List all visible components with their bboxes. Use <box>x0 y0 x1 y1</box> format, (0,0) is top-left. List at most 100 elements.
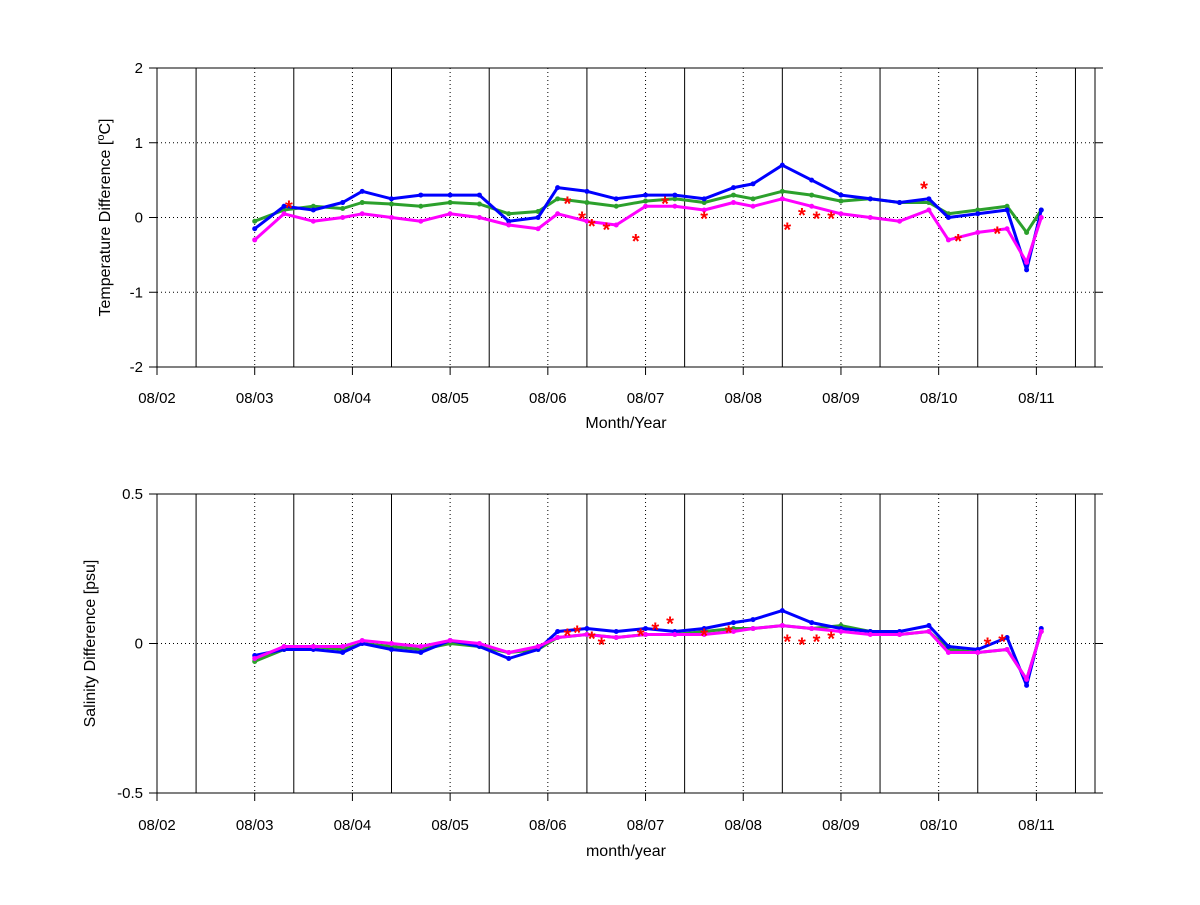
x-tick-label: 08/09 <box>822 817 860 834</box>
data-point-blue <box>750 181 756 187</box>
data-point-magenta <box>447 211 453 217</box>
data-point-blue <box>389 646 394 652</box>
data-point-green <box>476 201 482 207</box>
x-tick-label: 08/06 <box>529 390 567 407</box>
y-axis-label-superscript: o <box>95 135 107 141</box>
data-point-red: * <box>588 629 596 651</box>
data-point-magenta <box>779 196 785 202</box>
data-point-red: * <box>700 626 708 648</box>
data-point-red: * <box>588 216 596 238</box>
data-point-green <box>1024 229 1030 235</box>
data-point-magenta <box>750 203 756 209</box>
data-point-red: * <box>563 194 571 216</box>
data-point-blue <box>584 188 590 194</box>
data-point-magenta <box>359 638 365 644</box>
data-point-magenta <box>672 632 678 638</box>
data-point-green <box>779 188 785 194</box>
data-point-magenta <box>867 632 873 638</box>
data-point-red: * <box>920 179 928 201</box>
data-point-green <box>389 201 394 207</box>
data-point-green <box>340 206 346 212</box>
data-point-blue <box>506 655 512 661</box>
data-point-magenta <box>975 229 981 235</box>
data-point-magenta <box>447 638 453 644</box>
y-tick-label: 0 <box>135 636 143 653</box>
x-tick-label: 08/04 <box>334 390 372 407</box>
y-tick-label: 2 <box>135 60 143 77</box>
data-point-red: * <box>783 632 791 654</box>
data-point-magenta <box>730 200 736 206</box>
data-point-blue <box>340 200 346 206</box>
data-point-blue <box>867 196 873 202</box>
y-tick-label: -0.5 <box>117 785 143 802</box>
data-point-red: * <box>598 635 606 657</box>
chart-panel-2: * * * * * * ** * * * * * * *-0.500.508/02 08/03 08/04 08… <box>82 486 1103 860</box>
data-point-blue <box>359 188 365 194</box>
data-point-magenta <box>926 207 932 213</box>
data-point-red: * <box>603 220 611 242</box>
y-tick-label: -2 <box>130 359 143 376</box>
data-point-green <box>310 203 316 209</box>
data-point-blue <box>643 626 649 632</box>
series-line-green <box>254 189 1043 234</box>
data-point-magenta <box>1038 215 1044 220</box>
data-point-magenta <box>535 226 541 232</box>
data-point-magenta <box>750 626 756 632</box>
data-point-blue <box>730 620 736 626</box>
series-line-magenta <box>253 197 1043 264</box>
data-point-green <box>809 192 815 198</box>
data-point-green <box>584 200 590 206</box>
x-tick-label: 08/05 <box>431 817 469 834</box>
data-point-red: * <box>993 223 1001 245</box>
data-point-red: * <box>813 632 821 654</box>
data-point-magenta <box>535 643 541 649</box>
data-point-magenta <box>1038 629 1044 635</box>
data-point-red: * <box>666 614 674 636</box>
data-point-blue <box>340 649 346 655</box>
data-point-blue <box>310 207 316 213</box>
data-point-green <box>555 196 561 202</box>
data-point-red: * <box>827 629 835 651</box>
data-point-magenta <box>701 632 707 638</box>
data-point-blue <box>701 196 707 202</box>
data-point-blue <box>730 185 736 191</box>
x-tick-label: 08/08 <box>724 390 762 407</box>
y-axis-label-unit: C] <box>97 119 114 135</box>
x-tick-label: 08/04 <box>334 817 372 834</box>
data-point-red: * <box>563 626 571 648</box>
data-point-red: * <box>954 231 962 253</box>
x-tick-label: 08/11 <box>1018 390 1054 407</box>
data-point-magenta <box>555 635 561 641</box>
data-point-red: * <box>827 209 835 231</box>
data-point-red: * <box>637 626 645 648</box>
data-point-green <box>506 211 512 217</box>
data-point-green <box>613 203 619 209</box>
data-point-green <box>730 192 736 198</box>
data-point-green <box>838 198 844 204</box>
data-point-magenta <box>926 629 932 635</box>
data-point-red: * <box>651 620 659 642</box>
data-point-blue <box>555 185 561 191</box>
data-point-red: * <box>984 635 992 657</box>
data-point-magenta <box>945 649 951 655</box>
data-point-red: * <box>632 231 640 253</box>
data-point-magenta <box>809 626 815 632</box>
data-point-blue <box>779 608 785 614</box>
data-point-blue <box>926 196 932 202</box>
data-point-blue <box>975 211 981 217</box>
data-point-blue <box>1004 635 1010 641</box>
y-axis-label: Salinity Difference [psu] <box>82 560 99 728</box>
data-point-blue <box>809 177 815 183</box>
x-tick-label: 08/09 <box>822 390 860 407</box>
series-line-magenta <box>254 624 1043 681</box>
data-point-red: * <box>798 635 806 657</box>
data-point-blue <box>1004 207 1010 213</box>
x-tick-label: 08/08 <box>724 817 762 834</box>
data-point-blue <box>1024 267 1030 273</box>
data-point-magenta <box>506 649 512 655</box>
data-point-red: * <box>998 632 1006 654</box>
data-point-blue <box>945 643 951 649</box>
data-point-magenta <box>613 635 619 641</box>
